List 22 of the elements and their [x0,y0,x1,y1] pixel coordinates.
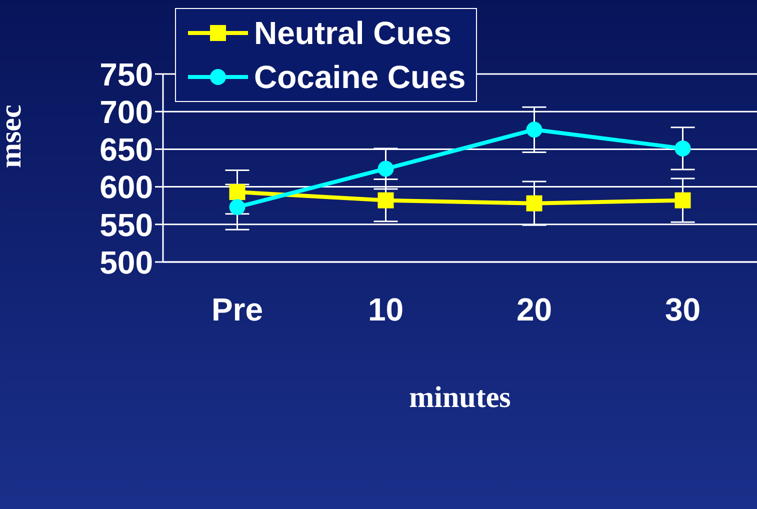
y-tick-label: 700 [100,94,153,130]
y-tick-label: 750 [100,56,153,92]
legend-label: Cocaine Cues [254,58,466,96]
point [674,140,691,156]
y-tick-label: 500 [100,244,153,280]
x-tick-label: Pre [211,292,264,328]
x-tick-label: 20 [516,292,552,328]
x-tick-label: 30 [664,292,701,328]
legend-label: Neutral Cues [254,14,452,52]
point [378,160,394,177]
y-tick-label: 550 [100,206,153,243]
y-axis-title: msec [0,104,28,168]
point [526,195,542,212]
point [674,192,691,208]
point [229,184,246,200]
y-tick-label: 650 [100,132,153,168]
point [378,192,394,208]
point [526,122,542,138]
x-axis-title: minutes [409,381,511,414]
y-tick-label: 600 [100,169,153,206]
x-tick-label: 10 [368,292,404,328]
point [229,199,246,216]
